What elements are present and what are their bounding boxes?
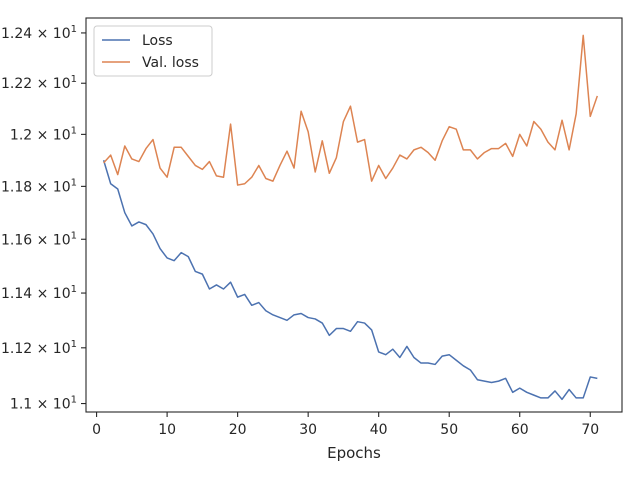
x-tick-label: 20 <box>229 422 247 438</box>
x-tick-label: 30 <box>299 422 317 438</box>
legend-label-1: Loss <box>142 33 173 49</box>
x-tick-label: 50 <box>440 422 458 438</box>
x-tick-label: 40 <box>370 422 388 438</box>
y-tick-label: 1.1 × 101 <box>10 395 77 413</box>
x-tick-label: 0 <box>92 422 101 438</box>
plot-area <box>85 17 623 413</box>
series-lines <box>102 34 599 401</box>
x-axis: 0 10 20 30 40 50 60 70 <box>92 412 599 438</box>
x-tick-label: 60 <box>511 422 529 438</box>
series-line-1 <box>102 160 598 401</box>
y-tick-label: 1.18 × 101 <box>1 177 77 195</box>
y-axis: 1.1 × 101 1.12 × 101 1.14 × 101 1.16 × 101 1… <box>1 24 86 413</box>
y-tick-label: 1.16 × 101 <box>1 230 77 248</box>
series-line-2 <box>103 34 599 186</box>
x-axis-label: Epochs <box>327 444 381 462</box>
x-tick-label: 70 <box>581 422 599 438</box>
legend: Loss Val. loss <box>93 25 213 77</box>
y-tick-label: 1.2 × 101 <box>10 125 77 143</box>
legend-label-2: Val. loss <box>142 55 199 71</box>
y-tick-label: 1.14 × 101 <box>1 284 77 302</box>
y-tick-label: 1.12 × 101 <box>1 339 77 357</box>
y-tick-label: 1.22 × 101 <box>1 74 77 92</box>
y-tick-label: 1.24 × 101 <box>1 24 77 42</box>
x-tick-label: 10 <box>158 422 176 438</box>
legend-box <box>93 25 213 77</box>
plot-frame <box>85 17 623 413</box>
